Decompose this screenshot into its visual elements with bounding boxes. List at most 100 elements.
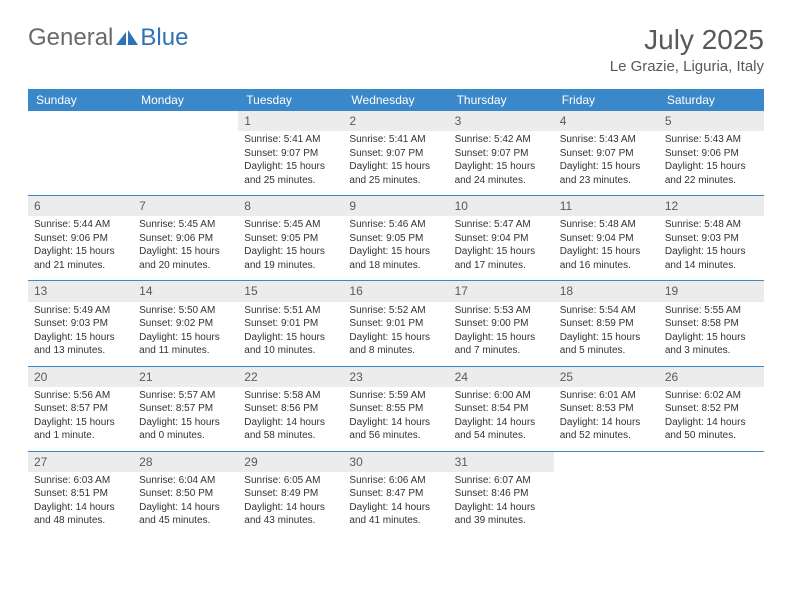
weekday-header: Monday [133,89,238,111]
calendar-row: 13Sunrise: 5:49 AMSunset: 9:03 PMDayligh… [28,281,764,366]
sunset-line: Sunset: 9:02 PM [139,317,232,331]
calendar-cell: 7Sunrise: 5:45 AMSunset: 9:06 PMDaylight… [133,196,238,281]
daylight-line: Daylight: 15 hours and 16 minutes. [560,245,653,272]
sunset-line: Sunset: 9:06 PM [34,232,127,246]
sunrise-line: Sunrise: 5:44 AM [34,218,127,232]
calendar-row: 27 Sunrise: 6:03 AMSunset: 8:51 PM Dayligh… [28,451,764,536]
sunrise-line: Sunrise: 6:04 AM [139,474,232,488]
day-number: 1 [238,111,343,131]
sunset-line: Sunset: 9:04 PM [560,232,653,246]
daylight-line: Daylight: 15 hours and 19 minutes. [244,245,337,272]
day-number: 27 [28,452,133,472]
sunset-line: Sunset: 8:55 PM [349,402,442,416]
sunset-line: Sunset: 9:01 PM [349,317,442,331]
sunset-line: Sunset: 8:51 PM [34,487,127,501]
calendar-cell: 5Sunrise: 5:43 AMSunset: 9:06 PMDaylight… [659,111,764,196]
calendar-cell: 21Sunrise: 5:57 AMSunset: 8:57 PMDayligh… [133,366,238,451]
day-number: 18 [554,281,659,301]
daylight-line: Daylight: 14 hours and 41 minutes. [349,501,442,528]
daylight-line: Daylight: 14 hours and 58 minutes. [244,416,337,443]
sunset-line: Sunset: 9:07 PM [560,147,653,161]
weekday-header: Friday [554,89,659,111]
calendar-cell: 31Sunrise: 6:07 AMSunset: 8:46 PMDayligh… [449,451,554,536]
sunset-line: Sunset: 8:52 PM [665,402,758,416]
calendar-cell: 6Sunrise: 5:44 AMSunset: 9:06 PMDaylight… [28,196,133,281]
calendar-cell: 10Sunrise: 5:47 AMSunset: 9:04 PMDayligh… [449,196,554,281]
sunset-line: Sunset: 9:07 PM [244,147,337,161]
daylight-line: Daylight: 15 hours and 25 minutes. [244,160,337,187]
sunset-line: Sunset: 9:07 PM [349,147,442,161]
day-number: 6 [28,196,133,216]
sunset-line: Sunset: 9:04 PM [455,232,548,246]
calendar-cell: 19Sunrise: 5:55 AMSunset: 8:58 PMDayligh… [659,281,764,366]
sunrise-line: Sunrise: 6:07 AM [455,474,548,488]
daylight-line: Daylight: 15 hours and 18 minutes. [349,245,442,272]
location: Le Grazie, Liguria, Italy [610,58,764,75]
month-title: July 2025 [610,24,764,56]
calendar-cell: . [133,111,238,196]
sunrise-line: Sunrise: 5:48 AM [665,218,758,232]
weekday-header: Wednesday [343,89,448,111]
calendar-cell: 9Sunrise: 5:46 AMSunset: 9:05 PMDaylight… [343,196,448,281]
day-number: 17 [449,281,554,301]
title-block: July 2025 Le Grazie, Liguria, Italy [610,24,764,75]
weekday-header: Tuesday [238,89,343,111]
sunrise-line: Sunrise: 5:51 AM [244,304,337,318]
daylight-line: Daylight: 15 hours and 11 minutes. [139,331,232,358]
sunset-line: Sunset: 9:07 PM [455,147,548,161]
daylight-line: Daylight: 15 hours and 20 minutes. [139,245,232,272]
calendar-row: 20Sunrise: 5:56 AMSunset: 8:57 PMDayligh… [28,366,764,451]
weekday-header: Saturday [659,89,764,111]
day-number: 26 [659,367,764,387]
daylight-line: Daylight: 15 hours and 5 minutes. [560,331,653,358]
day-number: 16 [343,281,448,301]
sunset-line: Sunset: 8:50 PM [139,487,232,501]
calendar-cell: 30Sunrise: 6:06 AMSunset: 8:47 PMDayligh… [343,451,448,536]
sunset-line: Sunset: 9:03 PM [665,232,758,246]
day-number: 19 [659,281,764,301]
daylight-line: Daylight: 14 hours and 54 minutes. [455,416,548,443]
sunset-line: Sunset: 8:57 PM [34,402,127,416]
sunrise-line: Sunrise: 5:46 AM [349,218,442,232]
daylight-line: Daylight: 14 hours and 52 minutes. [560,416,653,443]
day-number: 10 [449,196,554,216]
sunset-line: Sunset: 8:54 PM [455,402,548,416]
sunrise-line: Sunrise: 6:03 AM [34,474,127,488]
calendar-cell: 18Sunrise: 5:54 AMSunset: 8:59 PMDayligh… [554,281,659,366]
sunrise-line: Sunrise: 5:43 AM [560,133,653,147]
calendar-cell: . [28,111,133,196]
sunrise-line: Sunrise: 6:05 AM [244,474,337,488]
daylight-line: Daylight: 15 hours and 22 minutes. [665,160,758,187]
calendar-cell: 20Sunrise: 5:56 AMSunset: 8:57 PMDayligh… [28,366,133,451]
sunset-line: Sunset: 9:00 PM [455,317,548,331]
sunrise-line: Sunrise: 5:52 AM [349,304,442,318]
sunrise-line: Sunrise: 5:41 AM [244,133,337,147]
daylight-line: Daylight: 15 hours and 24 minutes. [455,160,548,187]
sunrise-line: Sunrise: 5:57 AM [139,389,232,403]
day-number: 14 [133,281,238,301]
sunset-line: Sunset: 8:49 PM [244,487,337,501]
day-number: 20 [28,367,133,387]
sunrise-line: Sunrise: 5:41 AM [349,133,442,147]
daylight-line: Daylight: 14 hours and 45 minutes. [139,501,232,528]
day-number: 28 [133,452,238,472]
day-number: 11 [554,196,659,216]
sunset-line: Sunset: 8:57 PM [139,402,232,416]
sunrise-line: Sunrise: 5:50 AM [139,304,232,318]
day-number: 30 [343,452,448,472]
day-number: 8 [238,196,343,216]
daylight-line: Daylight: 14 hours and 50 minutes. [665,416,758,443]
calendar-cell: 26Sunrise: 6:02 AMSunset: 8:52 PMDayligh… [659,366,764,451]
daylight-line: Daylight: 15 hours and 1 minute. [34,416,127,443]
weekday-header: Sunday [28,89,133,111]
calendar-cell: 23Sunrise: 5:59 AMSunset: 8:55 PMDayligh… [343,366,448,451]
daylight-line: Daylight: 14 hours and 39 minutes. [455,501,548,528]
day-number: 25 [554,367,659,387]
calendar-cell: 12Sunrise: 5:48 AMSunset: 9:03 PMDayligh… [659,196,764,281]
calendar-row: 6 Sunrise: 5:44 AMSunset: 9:06 PM Daylight… [28,196,764,281]
sunset-line: Sunset: 9:03 PM [34,317,127,331]
day-number: 22 [238,367,343,387]
day-number: 24 [449,367,554,387]
calendar-table: Sunday Monday Tuesday Wednesday Thursday… [28,89,764,536]
sunrise-line: Sunrise: 5:48 AM [560,218,653,232]
